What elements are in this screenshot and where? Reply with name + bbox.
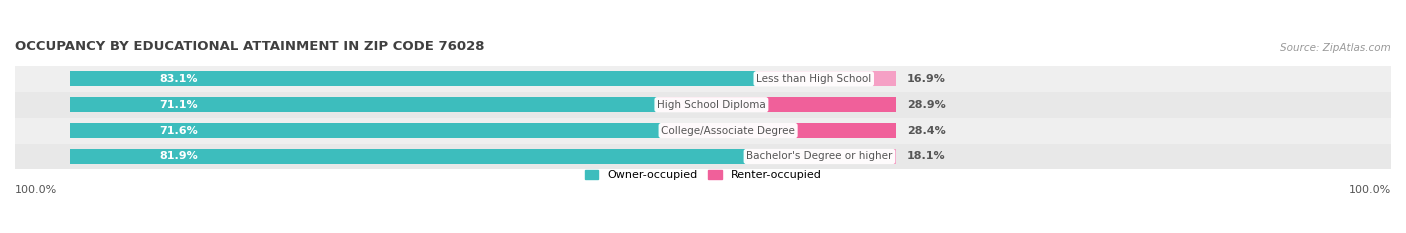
- Bar: [70, 97, 657, 112]
- Bar: [70, 123, 661, 138]
- Bar: [15, 92, 1391, 118]
- Bar: [15, 144, 1391, 169]
- Bar: [70, 149, 747, 164]
- Text: 71.1%: 71.1%: [159, 100, 198, 110]
- Legend: Owner-occupied, Renter-occupied: Owner-occupied, Renter-occupied: [581, 165, 825, 185]
- Bar: [657, 97, 896, 112]
- Text: Source: ZipAtlas.com: Source: ZipAtlas.com: [1281, 43, 1391, 53]
- Bar: [70, 71, 756, 86]
- Text: 16.9%: 16.9%: [907, 74, 945, 84]
- Text: 71.6%: 71.6%: [159, 126, 198, 136]
- Text: 18.1%: 18.1%: [907, 151, 945, 161]
- Text: College/Associate Degree: College/Associate Degree: [661, 126, 794, 136]
- Bar: [756, 71, 896, 86]
- Text: 81.9%: 81.9%: [159, 151, 198, 161]
- Text: Less than High School: Less than High School: [756, 74, 872, 84]
- Text: High School Diploma: High School Diploma: [657, 100, 766, 110]
- Text: 28.9%: 28.9%: [907, 100, 945, 110]
- Bar: [661, 123, 896, 138]
- Text: 28.4%: 28.4%: [907, 126, 945, 136]
- Text: 100.0%: 100.0%: [1348, 185, 1391, 195]
- Bar: [15, 118, 1391, 144]
- Text: 83.1%: 83.1%: [159, 74, 198, 84]
- Bar: [747, 149, 896, 164]
- Text: OCCUPANCY BY EDUCATIONAL ATTAINMENT IN ZIP CODE 76028: OCCUPANCY BY EDUCATIONAL ATTAINMENT IN Z…: [15, 40, 485, 53]
- Bar: [15, 66, 1391, 92]
- Text: 100.0%: 100.0%: [15, 185, 58, 195]
- Text: Bachelor's Degree or higher: Bachelor's Degree or higher: [747, 151, 893, 161]
